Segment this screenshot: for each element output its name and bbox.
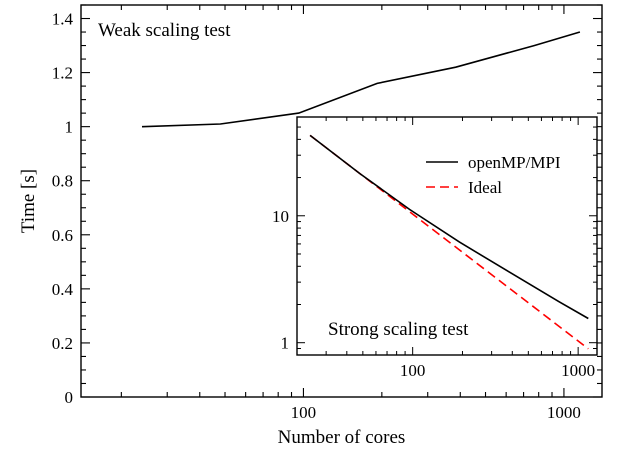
legend-label: openMP/MPI — [468, 153, 561, 172]
y-tick-label: 0.8 — [52, 172, 73, 191]
inset-frame — [296, 116, 598, 356]
x-tick-label: 100 — [291, 403, 317, 422]
y-tick-label: 0.6 — [52, 226, 73, 245]
inset-y-tick-label: 10 — [272, 207, 289, 226]
x-axis-label: Number of cores — [278, 427, 406, 448]
inset-x-tick-label: 100 — [400, 361, 426, 380]
y-tick-label: 0.2 — [52, 334, 73, 353]
x-tick-label: 1000 — [547, 403, 581, 422]
y-axis-label: Time [s] — [18, 169, 39, 233]
inset-legend: openMP/MPI Ideal — [426, 153, 561, 197]
y-tick-label: 1.2 — [52, 64, 73, 83]
y-tick-label: 1.4 — [52, 10, 74, 29]
plot-frame — [80, 4, 603, 398]
inset-x-tick-label: 1000 — [561, 361, 595, 380]
weak-scaling-line — [141, 31, 581, 128]
chart-title: Weak scaling test — [98, 20, 231, 41]
y-tick-label: 0 — [65, 388, 74, 407]
weak-scaling-panel: 0 0.2 0.4 0.6 0.8 1 1.2 1.4 100 1000 Number of cor… — [18, 4, 603, 448]
openmp-mpi-line — [309, 134, 589, 320]
y-tick-label: 0.4 — [52, 280, 74, 299]
inset-title: Strong scaling test — [328, 319, 469, 340]
strong-scaling-inset: 100 1000 1 10 openMP/MPI Ideal Strong scaling … — [272, 116, 598, 380]
inset-y-tick-label: 1 — [281, 334, 290, 353]
y-tick-label: 1 — [65, 118, 74, 137]
legend-label: Ideal — [468, 178, 502, 197]
